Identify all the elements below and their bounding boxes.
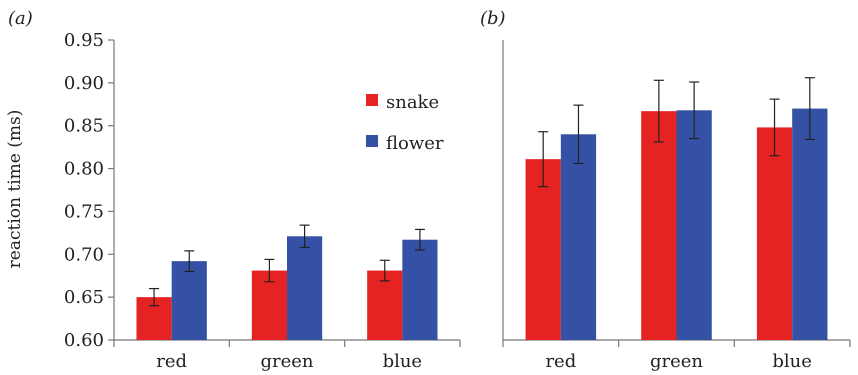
- x-tick-label-red: red: [545, 351, 576, 372]
- x-tick-label-green: green: [260, 351, 313, 372]
- bar-snake-blue: [367, 270, 403, 340]
- bar-snake-blue: [756, 127, 793, 340]
- bar-snake-red: [525, 159, 561, 340]
- legend-label-snake: snake: [386, 92, 439, 113]
- x-tick-label-green: green: [650, 351, 703, 372]
- bar-flower-red: [171, 261, 207, 340]
- bar-snake-green: [641, 111, 677, 341]
- bars-panel-a: [136, 224, 438, 340]
- bar-flower-green: [287, 236, 323, 340]
- x-tick-label-blue: blue: [383, 351, 423, 372]
- x-tick-labels-b: red green blue: [502, 340, 851, 372]
- y-tick-label: 0.85: [64, 116, 104, 137]
- y-tick-labels: 0.60 0.65 0.70 0.75 0.80 0.85 0.90 0.95: [64, 30, 114, 351]
- bar-flower-green: [676, 110, 712, 341]
- bar-flower-red: [560, 134, 597, 340]
- panel-b-label: (b): [480, 8, 506, 29]
- panel-a-label: (a): [8, 8, 33, 29]
- panel-b: (b) red green blue: [480, 8, 851, 372]
- bar-flower-blue: [402, 239, 438, 340]
- x-tick-label-blue: blue: [772, 351, 812, 372]
- bars-panel-b: [525, 77, 828, 341]
- y-tick-label: 0.95: [64, 30, 104, 51]
- x-tick-labels-a: red green blue: [113, 340, 461, 372]
- y-tick-label: 0.75: [64, 201, 104, 222]
- legend-swatch-snake: [366, 94, 378, 106]
- panel-a: (a) reaction time (ms) 0.600.650.700.750…: [5, 8, 461, 372]
- bar-flower-blue: [792, 108, 828, 340]
- legend: snake flower: [366, 92, 444, 154]
- y-tick-label: 0.70: [64, 244, 104, 265]
- y-axis-label: reaction time (ms): [5, 110, 25, 269]
- y-tick-label: 0.90: [64, 73, 104, 94]
- y-tick-label: 0.60: [64, 330, 104, 351]
- legend-label-flower: flower: [386, 133, 444, 154]
- y-tick-label: 0.65: [64, 287, 104, 308]
- x-tick-label-red: red: [156, 351, 187, 372]
- y-tick-label: 0.80: [64, 159, 104, 180]
- legend-swatch-flower: [366, 135, 378, 147]
